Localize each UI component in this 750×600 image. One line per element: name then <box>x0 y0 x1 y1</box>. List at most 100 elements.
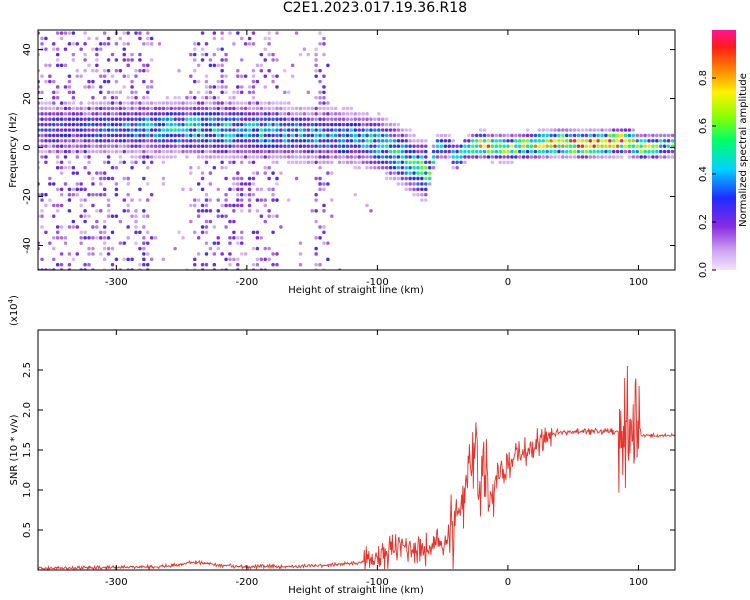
heatmap-cell <box>146 128 150 132</box>
heatmap-cell <box>196 209 201 213</box>
heatmap-cell <box>63 128 68 132</box>
heatmap-cell <box>396 128 401 132</box>
heatmap-cell <box>424 182 428 186</box>
heatmap-cell <box>99 236 103 240</box>
heatmap-cell <box>486 149 491 154</box>
heatmap-cell <box>83 133 87 138</box>
heatmap-cell <box>106 139 111 143</box>
heatmap-cell <box>275 106 279 111</box>
heatmap-cell <box>142 95 146 100</box>
heatmap-cell <box>318 144 322 148</box>
heatmap-cell <box>196 252 201 256</box>
heatmap-cell <box>420 166 424 170</box>
heatmap-cell <box>557 139 561 143</box>
heatmap-cell <box>106 252 111 256</box>
heatmap-cell <box>584 128 589 132</box>
heatmap-cell <box>200 58 205 62</box>
heatmap-cell <box>216 236 220 240</box>
heatmap-cell <box>318 95 322 100</box>
heatmap-cell <box>44 149 48 154</box>
heatmap-cell <box>55 155 60 159</box>
heatmap-cell <box>314 106 318 111</box>
heatmap-cell <box>40 122 44 127</box>
heatmap-cell <box>240 117 244 121</box>
heatmap-cell <box>102 257 107 262</box>
heatmap-cell <box>400 176 404 181</box>
heatmap-cell <box>236 31 240 35</box>
heatmap-cell <box>87 246 91 251</box>
heatmap-cell <box>216 198 220 202</box>
heatmap-cell <box>486 139 491 143</box>
heatmap-cell <box>283 155 287 159</box>
heatmap-cell <box>318 90 322 95</box>
heatmap-cell <box>48 133 52 138</box>
heatmap-cell <box>196 90 201 95</box>
heatmap-cell <box>157 112 162 116</box>
heatmap-cell <box>271 139 275 143</box>
heatmap-cell <box>236 203 240 208</box>
heatmap-cell <box>545 139 549 143</box>
heatmap-cell <box>196 128 201 132</box>
heatmap-cell <box>95 58 99 62</box>
heatmap-cell <box>67 85 72 89</box>
heatmap-cell <box>251 85 256 89</box>
heatmap-cell <box>55 263 60 267</box>
heatmap-cell <box>169 128 173 132</box>
heatmap-cell <box>384 166 389 170</box>
heatmap-cell <box>118 155 123 159</box>
heatmap-cell <box>412 171 416 175</box>
heatmap-cell <box>596 133 600 138</box>
heatmap-cell <box>357 133 361 138</box>
heatmap-cell <box>647 144 651 148</box>
heatmap-cell <box>48 241 52 245</box>
heatmap-cell <box>134 241 138 245</box>
heatmap-cell <box>322 106 326 111</box>
heatmap-cell <box>424 198 428 202</box>
heatmap-cell <box>118 241 123 245</box>
heatmap-cell <box>604 139 608 143</box>
heatmap-cell <box>236 139 240 143</box>
heatmap-cell <box>189 90 193 95</box>
heatmap-cell <box>177 139 181 143</box>
heatmap-cell <box>373 160 377 165</box>
heatmap-cell <box>267 117 271 121</box>
heatmap-cell <box>369 149 373 154</box>
heatmap-cell <box>400 128 404 132</box>
heatmap-cell <box>228 241 232 245</box>
heatmap-cell <box>59 225 64 229</box>
heatmap-cell <box>439 149 444 154</box>
heatmap-cell <box>142 101 146 105</box>
heatmap-cell <box>106 106 111 111</box>
heatmap-cell <box>353 128 357 132</box>
heatmap-cell <box>549 133 553 138</box>
heatmap-cell <box>83 214 87 218</box>
heatmap-cell <box>341 106 346 111</box>
heatmap-cell <box>189 52 193 57</box>
heatmap-cell <box>330 214 334 218</box>
heatmap-cell <box>126 128 130 132</box>
heatmap-cell <box>600 133 604 138</box>
heatmap-cell <box>208 106 213 111</box>
heatmap-cell <box>208 171 213 175</box>
heatmap-cell <box>478 133 483 138</box>
heatmap-cell <box>369 139 373 143</box>
heatmap-cell <box>337 144 342 148</box>
heatmap-cell <box>146 85 150 89</box>
heatmap-cell <box>427 160 432 165</box>
heatmap-cell <box>334 122 338 127</box>
heatmap-cell <box>561 155 565 159</box>
heatmap-cell <box>220 47 224 51</box>
heatmap-cell <box>588 144 592 148</box>
heatmap-cell <box>349 117 354 121</box>
heatmap-cell <box>627 139 632 143</box>
heatmap-cell <box>463 139 467 143</box>
heatmap-cell <box>302 122 307 127</box>
heatmap-cell <box>114 101 119 105</box>
heatmap-cell <box>412 187 416 191</box>
heatmap-cell <box>79 187 83 191</box>
heatmap-cell <box>220 90 224 95</box>
heatmap-cell <box>149 117 154 121</box>
heatmap-cell <box>212 106 217 111</box>
heatmap-cell <box>122 128 126 132</box>
heatmap-cell <box>220 58 224 62</box>
